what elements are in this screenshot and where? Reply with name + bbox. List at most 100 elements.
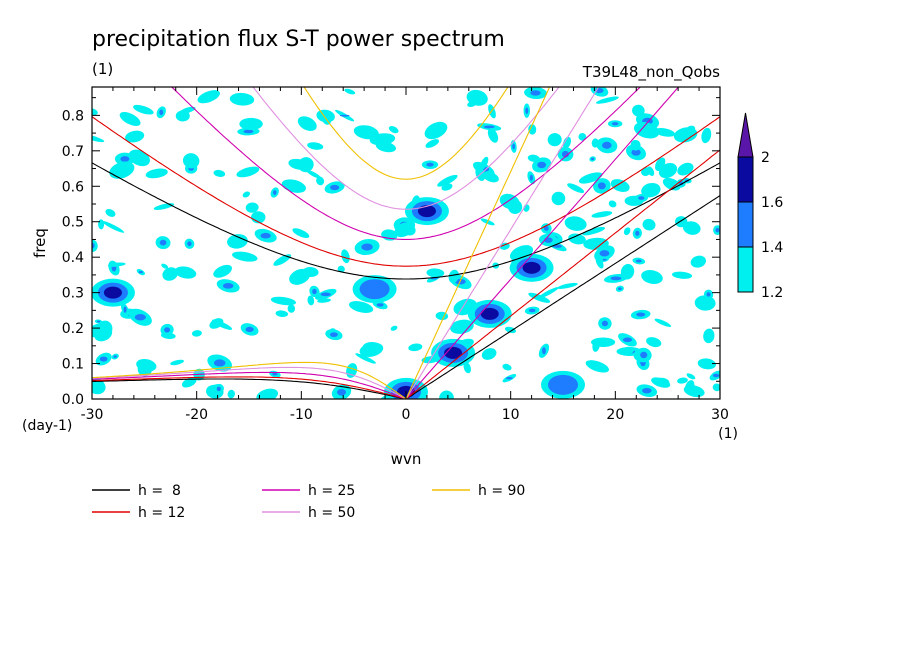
heatmap-patch (339, 114, 350, 117)
axis-ticks: -30 -20 -10 0 10 20 30 0.0 0.1 0.2 0.3 0.4 0.5 0.6 0.7… (62, 87, 729, 423)
dispersion-curve-h50 (92, 366, 407, 399)
heatmap-patch (585, 360, 609, 373)
heatmap-patch (216, 386, 221, 392)
heatmap-patch (590, 337, 616, 347)
heatmap-patch (542, 347, 546, 355)
heatmap-patch (273, 190, 277, 195)
heatmap-patch (213, 264, 232, 278)
x-tick-label: 0 (402, 407, 411, 423)
heatmap-patch (242, 191, 251, 198)
heatmap-patch (417, 205, 436, 218)
y-tick-label: 0.3 (62, 286, 84, 302)
heatmap-patch (292, 228, 310, 238)
heatmap-patch (677, 162, 694, 176)
heatmap-patch (239, 117, 263, 131)
heatmap-patch (161, 263, 169, 269)
heatmap-patch (537, 287, 559, 299)
heatmap-patch (641, 270, 663, 284)
heatmap-patch (329, 332, 338, 338)
x-tick-label: 10 (502, 407, 520, 423)
heatmap-patch (316, 176, 325, 186)
heatmap-patch (623, 227, 631, 236)
heatmap-patch (638, 196, 645, 200)
chart-title: precipitation flux S-T power spectrum (92, 27, 505, 52)
heatmap-patch (227, 234, 248, 249)
heatmap-patch (92, 377, 106, 395)
heatmap-patches (92, 87, 720, 399)
heatmap-patch (113, 355, 117, 358)
heatmap-patch (320, 292, 331, 297)
colorbar-label: 1.4 (761, 240, 783, 256)
heatmap-patch (631, 148, 641, 156)
heatmap-patch (591, 211, 613, 218)
heatmap-patch (578, 132, 587, 141)
heatmap-patch (525, 107, 529, 114)
heatmap-patch (337, 388, 346, 396)
heatmap-patch (551, 191, 566, 206)
heatmap-patch (245, 326, 254, 333)
y-tick-label: 0.6 (62, 179, 84, 195)
heatmap-patch (187, 241, 192, 247)
heatmap-patch (686, 373, 696, 380)
heatmap-patch (162, 267, 178, 281)
heatmap-patch (231, 251, 258, 262)
heatmap-patch (175, 110, 190, 122)
heatmap-patch (304, 269, 314, 277)
heatmap-patch (174, 266, 197, 279)
heatmap-patch (636, 312, 646, 317)
heatmap-patch (376, 303, 384, 307)
heatmap-patch (306, 170, 321, 179)
heatmap-patch (582, 226, 606, 236)
heatmap-patch (640, 351, 648, 359)
heatmap-patch (439, 390, 454, 399)
legend-label: h = 8 (138, 483, 181, 499)
heatmap-patch (642, 387, 652, 394)
heatmap-patch (408, 343, 423, 352)
heatmap-patch (632, 104, 645, 117)
heatmap-patch (655, 157, 666, 171)
y-tick-label: 0.4 (62, 250, 84, 266)
y-unit-label: (day-1) (22, 418, 72, 434)
heatmap-patch (355, 353, 376, 364)
heatmap-patch (617, 287, 622, 291)
heatmap-patch (388, 126, 399, 134)
heatmap-patch (701, 127, 712, 144)
dispersion-curve-h90 (303, 87, 509, 180)
colorbar-label: 2 (761, 150, 770, 166)
heatmap-patch (635, 259, 642, 263)
heatmap-patch (654, 318, 672, 327)
dispersion-curve-h12 (92, 376, 407, 399)
heatmap-patch (682, 221, 701, 235)
legend-label: h = 50 (308, 505, 355, 521)
heatmap-patch (243, 129, 254, 134)
heatmap-patch (164, 327, 171, 333)
heatmap-patch (502, 363, 512, 371)
heatmap-patch (595, 96, 619, 104)
heatmap-patch (341, 249, 350, 264)
dispersion-curve-h50 (252, 87, 560, 210)
heatmap-patch (191, 330, 202, 337)
x-tick-label: -20 (185, 407, 208, 423)
heatmap-patch (487, 128, 499, 143)
heatmap-patch (694, 295, 716, 311)
heatmap-patch (222, 283, 234, 289)
heatmap-patch (578, 172, 603, 184)
heatmap-patch (602, 141, 612, 149)
heatmap-patch (703, 328, 715, 344)
heatmap-patch (260, 232, 271, 239)
heatmap-patch (528, 308, 536, 313)
heatmap-patch (103, 286, 122, 299)
heatmap-patch (170, 359, 184, 366)
heatmap-patch (622, 346, 634, 355)
heatmap-patch (557, 282, 578, 289)
heatmap-patch (684, 380, 695, 394)
heatmap-patch (287, 304, 296, 313)
y-tick-label: 0.2 (62, 321, 84, 337)
heatmap-patch (608, 200, 617, 208)
heatmap-patch (646, 337, 662, 348)
dispersion-curves (92, 87, 720, 399)
heatmap-patch (213, 359, 226, 367)
dispersion-curve-h25 (405, 87, 680, 399)
heatmap-patch (602, 258, 607, 261)
dispersion-curve-h12 (405, 149, 720, 399)
